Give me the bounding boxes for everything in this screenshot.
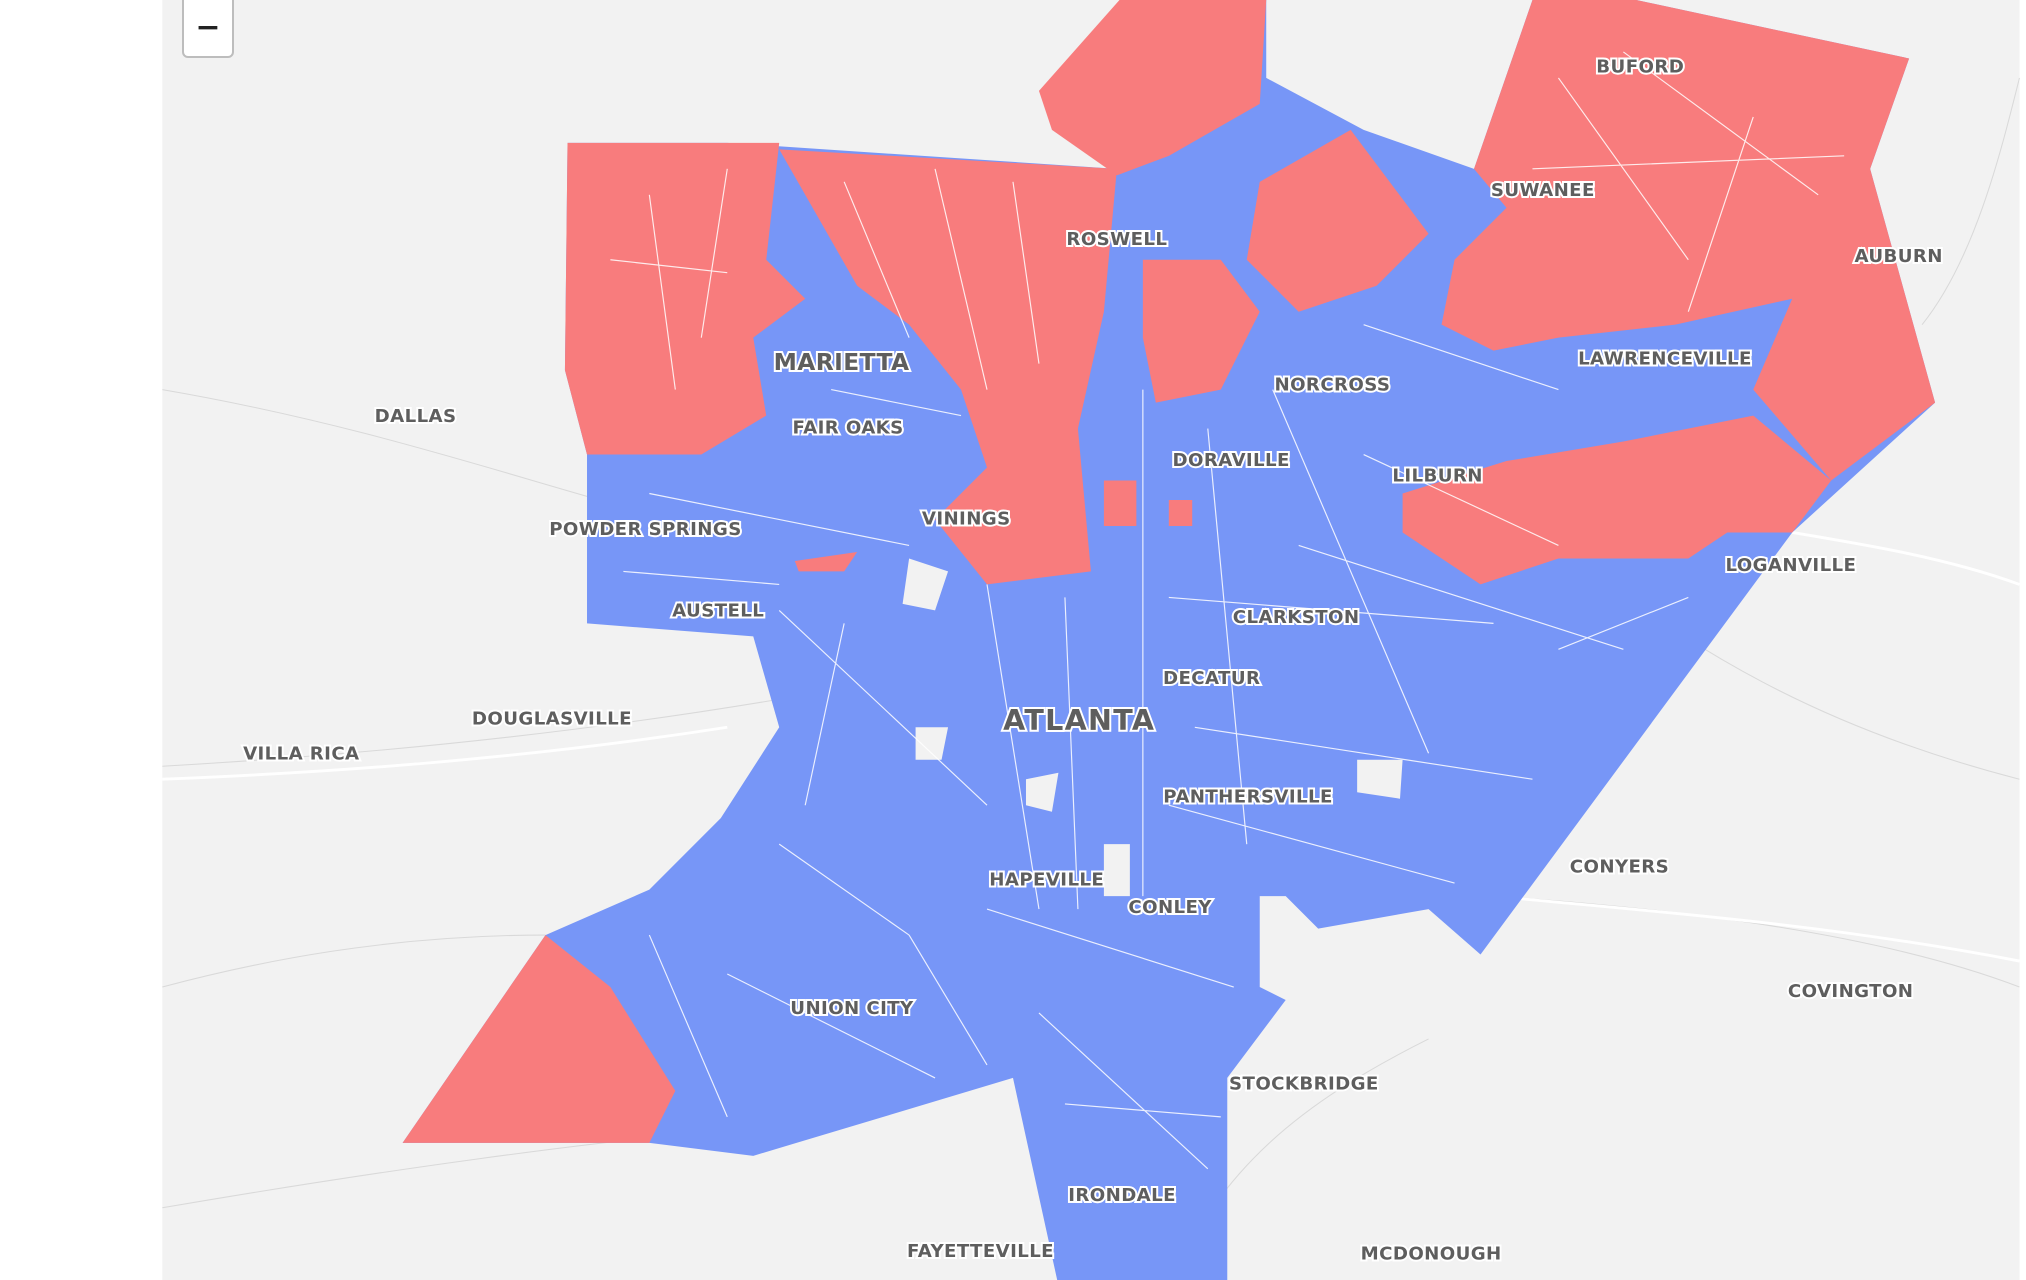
place-label: STOCKBRIDGE (1229, 1073, 1379, 1094)
red-region (1402, 415, 1832, 585)
minor-roads (162, 77, 2020, 1280)
highways (162, 531, 2020, 1280)
red-region (1038, 0, 1267, 176)
red-region (1441, 0, 1936, 481)
map-layer: BUFORD SUWANEE AUBURN ROSWELL MARIETTA LAWREN… (162, 0, 2020, 1280)
place-label: BUFORD (1596, 57, 1684, 78)
place-label: ATLANTA (1003, 703, 1155, 737)
place-label: DOUGLASVILLE (472, 708, 632, 729)
place-label: HAPEVILLE (989, 870, 1104, 891)
place-label: CLARKSTON (1233, 607, 1360, 628)
place-label: POWDER SPRINGS (549, 519, 741, 540)
place-label: LAWRENCEVILLE (1578, 349, 1752, 370)
place-label: FAIR OAKS (792, 418, 903, 439)
place-label: DORAVILLE (1173, 450, 1290, 471)
republican-precincts (402, 0, 1936, 1143)
place-label: LILBURN (1392, 466, 1482, 487)
place-label: MARIETTA (774, 348, 910, 376)
place-label: MCDONOUGH (1361, 1244, 1502, 1265)
place-label: AUBURN (1854, 246, 1942, 267)
place-label: ROSWELL (1066, 229, 1167, 250)
red-region (779, 149, 1117, 585)
red-region (1246, 129, 1429, 312)
place-label: NORCROSS (1275, 375, 1391, 396)
place-label: AUSTELL (672, 601, 764, 622)
place-label: UNION CITY (790, 998, 914, 1019)
red-region (402, 935, 676, 1143)
red-region (1142, 259, 1260, 403)
place-label: IRONDALE (1068, 1185, 1176, 1206)
place-label: DALLAS (375, 406, 457, 427)
place-labels: BUFORD SUWANEE AUBURN ROSWELL MARIETTA LAWREN… (241, 55, 1944, 1267)
place-label: PANTHERSVILLE (1163, 786, 1332, 807)
zoom-out-button[interactable]: − (182, 0, 234, 58)
red-region (564, 142, 806, 455)
place-label: DECATUR (1163, 668, 1260, 689)
place-label: SUWANEE (1491, 180, 1595, 201)
place-label: VILLA RICA (243, 744, 359, 765)
precinct-boundaries (610, 51, 1845, 1170)
place-label: CONYERS (1570, 857, 1669, 878)
place-label: VININGS (922, 508, 1011, 529)
place-label: FAYETTEVILLE (907, 1241, 1054, 1262)
place-label: CONLEY (1128, 897, 1212, 918)
place-label: LOGANVILLE (1725, 555, 1856, 576)
place-label: COVINGTON (1788, 981, 1913, 1002)
